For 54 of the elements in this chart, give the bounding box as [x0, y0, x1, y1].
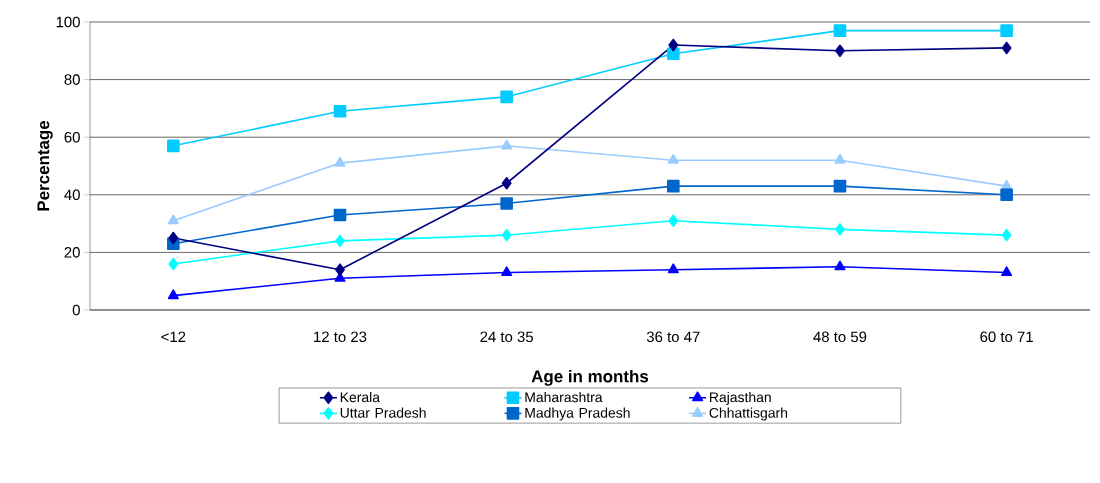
point: [834, 153, 846, 164]
y-axis-title: Percentage: [37, 120, 53, 211]
point: [1001, 228, 1012, 242]
point: [834, 260, 846, 271]
legend-label: Maharashtra: [525, 391, 603, 403]
point: [500, 90, 513, 104]
legend-label: Uttar Pradesh: [340, 407, 426, 418]
point: [833, 179, 847, 193]
legend-label: Rajasthan: [710, 391, 771, 405]
point: [335, 234, 345, 248]
point: [835, 223, 845, 236]
y-tick-label: 60: [64, 131, 80, 143]
legend-label: Kerala: [340, 391, 381, 403]
point: [667, 263, 679, 274]
x-tick-label: <12: [161, 331, 186, 342]
point: [501, 139, 513, 150]
point: [667, 47, 680, 60]
point: [335, 263, 345, 276]
legend-label: Chhattisgarh: [709, 407, 788, 421]
point: [167, 139, 180, 153]
point: [334, 156, 346, 167]
point: [167, 214, 179, 225]
x-axis-title: Age in months: [531, 369, 649, 386]
point: [833, 24, 847, 37]
point: [333, 104, 347, 118]
point: [500, 197, 513, 210]
point: [835, 44, 845, 58]
x-tick-label: 60 to 71: [980, 331, 1033, 343]
point: [1001, 266, 1013, 277]
point: [667, 179, 680, 193]
y-tick-label: 0: [72, 304, 80, 316]
x-tick-label: 48 to 59: [813, 331, 867, 343]
y-tick-label: 20: [64, 247, 80, 258]
point: [1001, 179, 1013, 190]
point: [1001, 41, 1012, 55]
point: [168, 231, 179, 245]
point: [1000, 188, 1013, 202]
legend-label: Madhya Pradesh: [525, 407, 630, 421]
point: [668, 38, 679, 52]
point: [333, 208, 347, 222]
point: [501, 266, 513, 277]
x-tick-label: 36 to 47: [646, 331, 700, 343]
x-tick-label: 12 to 23: [314, 331, 367, 343]
point: [167, 289, 179, 300]
y-tick-label: 40: [64, 189, 80, 201]
point: [1000, 24, 1013, 37]
point: [501, 228, 512, 242]
point: [668, 214, 679, 228]
point: [667, 153, 679, 164]
x-tick-label: 24 to 35: [480, 331, 534, 343]
y-tick-label: 100: [56, 16, 80, 28]
y-tick-label: 80: [64, 74, 80, 85]
point: [168, 257, 179, 271]
point: [501, 176, 512, 190]
